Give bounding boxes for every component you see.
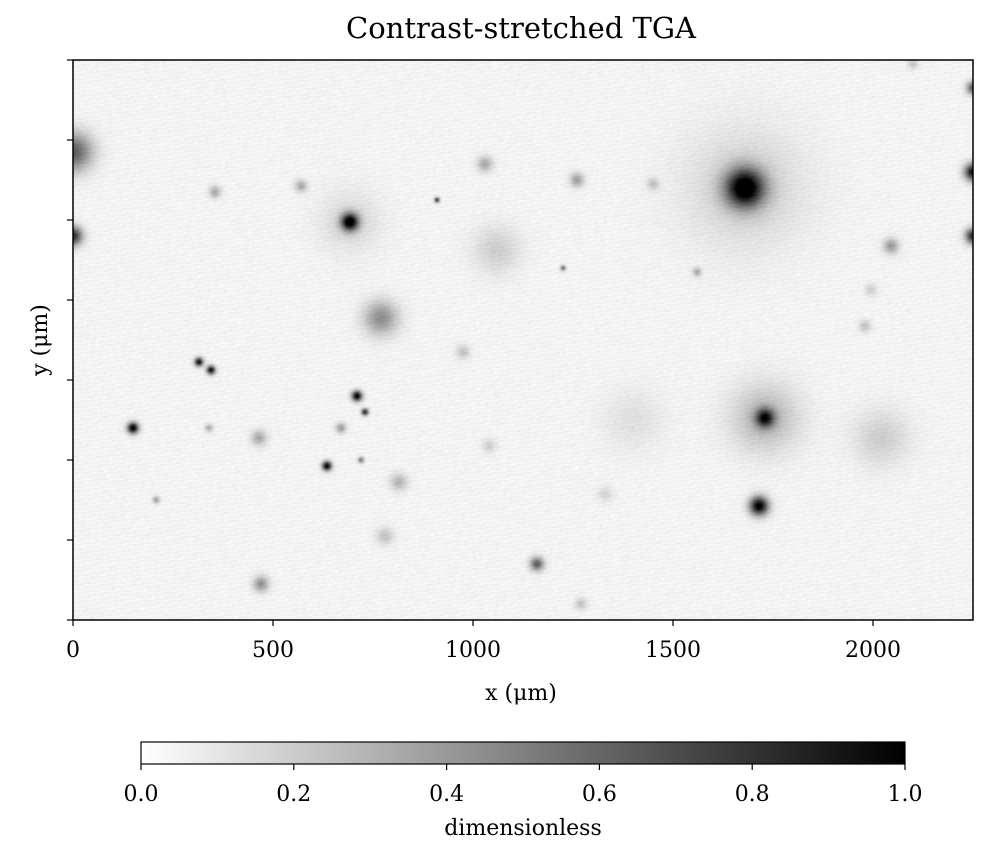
colorbar-ticks: 0.0 0.2 0.4 0.6 0.8 1.0: [124, 764, 923, 807]
y-axis-label: y (μm): [28, 304, 53, 377]
colorbar-tick-label: 0.0: [124, 782, 159, 807]
x-axis-label: x (μm): [485, 681, 557, 706]
colorbar-tick-label: 0.2: [276, 782, 311, 807]
x-tick-label: 0: [66, 638, 80, 663]
x-tick-label: 1000: [445, 638, 501, 663]
colorbar: [140, 741, 906, 765]
x-tick-label: 2000: [845, 638, 901, 663]
x-axis: 0 500 1000 1500 2000: [66, 620, 901, 663]
colorbar-tick-label: 0.8: [735, 782, 770, 807]
colorbar-tick-label: 0.4: [429, 782, 464, 807]
chart-title: Contrast-stretched TGA: [346, 11, 697, 45]
x-tick-label: 1500: [645, 638, 701, 663]
heatmap-image: [73, 60, 973, 620]
colorbar-label: dimensionless: [444, 816, 602, 841]
x-tick-label: 500: [252, 638, 294, 663]
colorbar-tick-label: 1.0: [888, 782, 923, 807]
plot-frame: [72, 59, 974, 621]
colorbar-tick-label: 0.6: [582, 782, 617, 807]
y-axis: [67, 59, 73, 621]
